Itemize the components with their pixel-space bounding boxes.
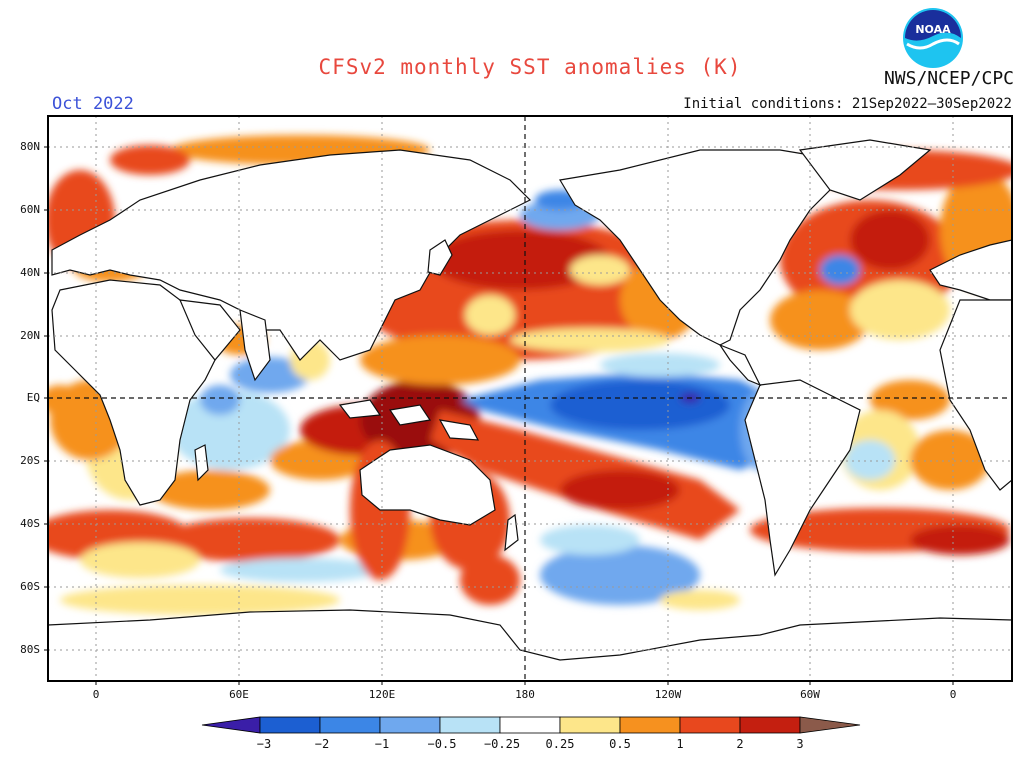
lon-label: 60E (229, 688, 249, 701)
colorbar-label: −0.5 (427, 737, 457, 751)
colorbar-bin (439, 716, 501, 734)
lat-label: 20S (20, 454, 40, 467)
colorbar-label: 0.25 (545, 737, 575, 751)
axis-ticks (44, 146, 954, 685)
lon-label: 120W (654, 688, 682, 701)
colorbar-label: 3 (796, 737, 804, 751)
lon-label: 180 (515, 688, 535, 701)
colorbar (201, 716, 861, 734)
colorbar-label: −3 (256, 737, 272, 751)
noaa-logo: NOAA (898, 6, 968, 70)
lat-label: 80S (20, 643, 40, 656)
lat-label: 60N (20, 203, 40, 216)
colorbar-bin (379, 716, 441, 734)
initial-conditions: Initial conditions: 21Sep2022–30Sep2022 (683, 96, 1012, 112)
colorbar-bin (319, 716, 381, 734)
colorbar-low-arrow (201, 716, 261, 734)
chart-title: CFSv2 monthly SST anomalies (K) (318, 55, 742, 79)
colorbar-high-arrow (799, 716, 861, 734)
lat-label: 40N (20, 266, 40, 279)
lon-label: 0 (92, 688, 100, 701)
colorbar-label: −2 (314, 737, 330, 751)
logo-text: NOAA (915, 23, 951, 36)
colorbar-bin (559, 716, 621, 734)
colorbar-bin (499, 716, 561, 734)
colorbar-label: −1 (374, 737, 390, 751)
lon-label: 60W (800, 688, 820, 701)
anomaly-field (48, 135, 1012, 681)
lon-label: 0 (949, 688, 957, 701)
colorbar-label: 2 (736, 737, 744, 751)
colorbar-bin (679, 716, 741, 734)
lat-label: EQ (26, 391, 40, 404)
colorbar-bin (259, 716, 321, 734)
lat-label: 60S (20, 580, 40, 593)
colorbar-label: 0.5 (609, 737, 631, 751)
agency-label: NWS/NCEP/CPC (883, 68, 1014, 89)
colorbar-bin (739, 716, 801, 734)
lat-label: 80N (20, 140, 40, 153)
lat-label: 40S (20, 517, 40, 530)
lat-label: 20N (20, 329, 40, 342)
colorbar-bin (619, 716, 681, 734)
forecast-month: Oct 2022 (52, 94, 134, 114)
colorbar-label: 1 (676, 737, 684, 751)
colorbar-label: −0.25 (483, 737, 521, 751)
land (48, 139, 1012, 681)
lon-label: 120E (368, 688, 396, 701)
